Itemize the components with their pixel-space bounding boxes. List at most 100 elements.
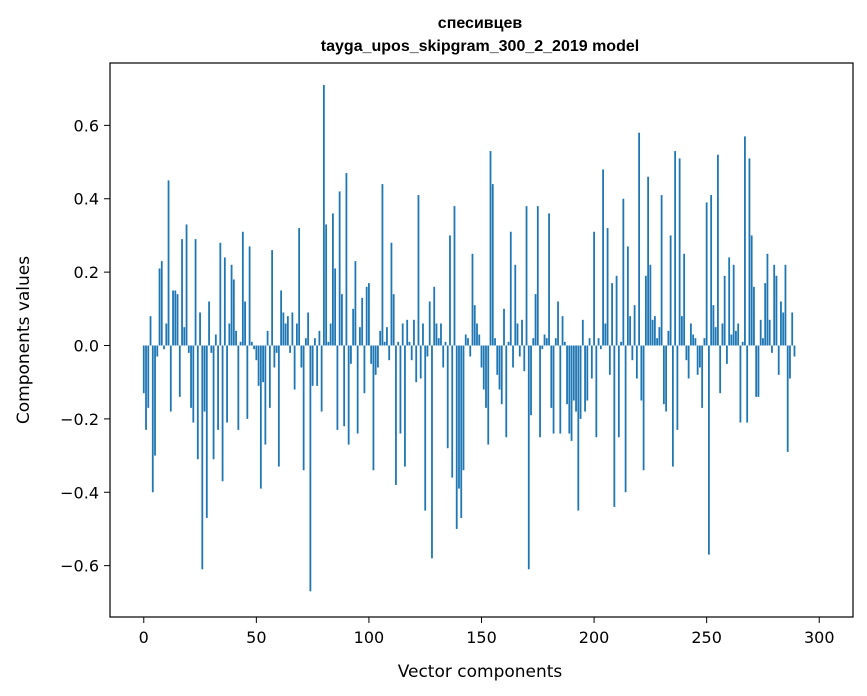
bar-127 bbox=[428, 301, 431, 346]
bar-130 bbox=[435, 323, 438, 346]
bar-11 bbox=[167, 180, 170, 346]
x-tick-label: 200 bbox=[579, 628, 610, 647]
bar-144 bbox=[467, 338, 469, 346]
bar-226 bbox=[651, 319, 654, 346]
bar-194 bbox=[579, 345, 582, 419]
y-tick-label: −0.2 bbox=[60, 410, 99, 429]
bar-281 bbox=[775, 275, 778, 346]
bar-221 bbox=[640, 345, 643, 401]
bar-214 bbox=[624, 345, 627, 493]
bar-253 bbox=[712, 305, 715, 346]
bar-197 bbox=[586, 345, 589, 401]
bar-141 bbox=[460, 345, 463, 518]
bar-74 bbox=[309, 345, 312, 592]
chart-title-line1: спесивцев bbox=[438, 15, 523, 32]
bar-169 bbox=[523, 345, 526, 372]
bar-61 bbox=[280, 290, 283, 346]
bar-219 bbox=[635, 345, 638, 379]
bar-274 bbox=[759, 319, 762, 346]
bar-18 bbox=[183, 327, 186, 346]
bar-250 bbox=[705, 202, 708, 346]
bar-99 bbox=[365, 286, 368, 346]
bar-163 bbox=[509, 231, 512, 346]
bar-162 bbox=[507, 341, 510, 346]
bar-3 bbox=[149, 316, 152, 346]
bar-231 bbox=[662, 345, 665, 405]
bar-120 bbox=[413, 319, 415, 346]
bar-89 bbox=[343, 345, 346, 427]
bar-171 bbox=[527, 345, 530, 570]
bar-42 bbox=[237, 345, 240, 430]
y-tick-label: 0.4 bbox=[74, 190, 99, 209]
bar-64 bbox=[286, 316, 289, 346]
x-tick-label: 300 bbox=[804, 628, 835, 647]
bar-119 bbox=[410, 345, 413, 361]
bar-277 bbox=[766, 253, 769, 346]
bar-187 bbox=[563, 341, 566, 346]
bar-191 bbox=[572, 345, 575, 401]
bar-39 bbox=[230, 264, 233, 346]
bar-178 bbox=[543, 334, 546, 346]
bar-34 bbox=[219, 242, 222, 346]
bar-67 bbox=[293, 345, 296, 390]
bar-117 bbox=[406, 319, 409, 346]
bar-147 bbox=[473, 305, 476, 346]
bar-192 bbox=[575, 345, 577, 412]
bar-282 bbox=[777, 345, 780, 375]
bar-8 bbox=[160, 261, 163, 346]
bar-262 bbox=[732, 264, 735, 346]
bar-190 bbox=[570, 345, 573, 441]
bar-38 bbox=[228, 323, 231, 346]
bar-142 bbox=[462, 345, 465, 471]
bar-122 bbox=[417, 195, 420, 346]
bar-111 bbox=[392, 294, 395, 346]
x-tick-label: 100 bbox=[354, 628, 385, 647]
bar-80 bbox=[322, 85, 325, 346]
bar-79 bbox=[320, 345, 323, 412]
bar-271 bbox=[753, 286, 755, 346]
bar-157 bbox=[496, 345, 499, 375]
bar-228 bbox=[656, 338, 659, 346]
bar-240 bbox=[683, 253, 686, 346]
bar-273 bbox=[757, 345, 760, 397]
bar-189 bbox=[568, 345, 571, 434]
bar-124 bbox=[422, 323, 424, 346]
bar-224 bbox=[647, 176, 650, 346]
bar-245 bbox=[694, 338, 697, 346]
bar-10 bbox=[165, 323, 168, 346]
bar-57 bbox=[271, 250, 274, 346]
bar-103 bbox=[374, 345, 377, 375]
bar-232 bbox=[665, 345, 668, 412]
bar-31 bbox=[212, 345, 215, 460]
bar-109 bbox=[388, 345, 391, 361]
bar-251 bbox=[708, 345, 710, 555]
bar-173 bbox=[532, 338, 535, 346]
bar-114 bbox=[399, 345, 402, 434]
bar-270 bbox=[750, 235, 753, 346]
bar-193 bbox=[577, 345, 580, 511]
bar-24 bbox=[196, 345, 199, 460]
bar-88 bbox=[341, 294, 343, 346]
bar-110 bbox=[390, 242, 393, 346]
bar-140 bbox=[458, 345, 460, 489]
bar-2 bbox=[147, 345, 150, 408]
bar-22 bbox=[192, 345, 195, 423]
bar-131 bbox=[437, 338, 440, 346]
bar-97 bbox=[361, 297, 364, 346]
bar-1 bbox=[145, 345, 147, 430]
bar-72 bbox=[304, 338, 307, 346]
bar-239 bbox=[680, 316, 683, 346]
bar-129 bbox=[433, 286, 436, 346]
bar-204 bbox=[602, 169, 604, 346]
bar-145 bbox=[469, 345, 472, 357]
bar-133 bbox=[442, 345, 445, 368]
bar-154 bbox=[489, 151, 492, 346]
bar-148 bbox=[476, 323, 478, 346]
bar-40 bbox=[232, 279, 235, 346]
bar-233 bbox=[667, 330, 670, 346]
bar-118 bbox=[408, 341, 411, 346]
bar-48 bbox=[250, 341, 253, 346]
bar-225 bbox=[649, 264, 652, 346]
bar-5 bbox=[154, 345, 156, 456]
